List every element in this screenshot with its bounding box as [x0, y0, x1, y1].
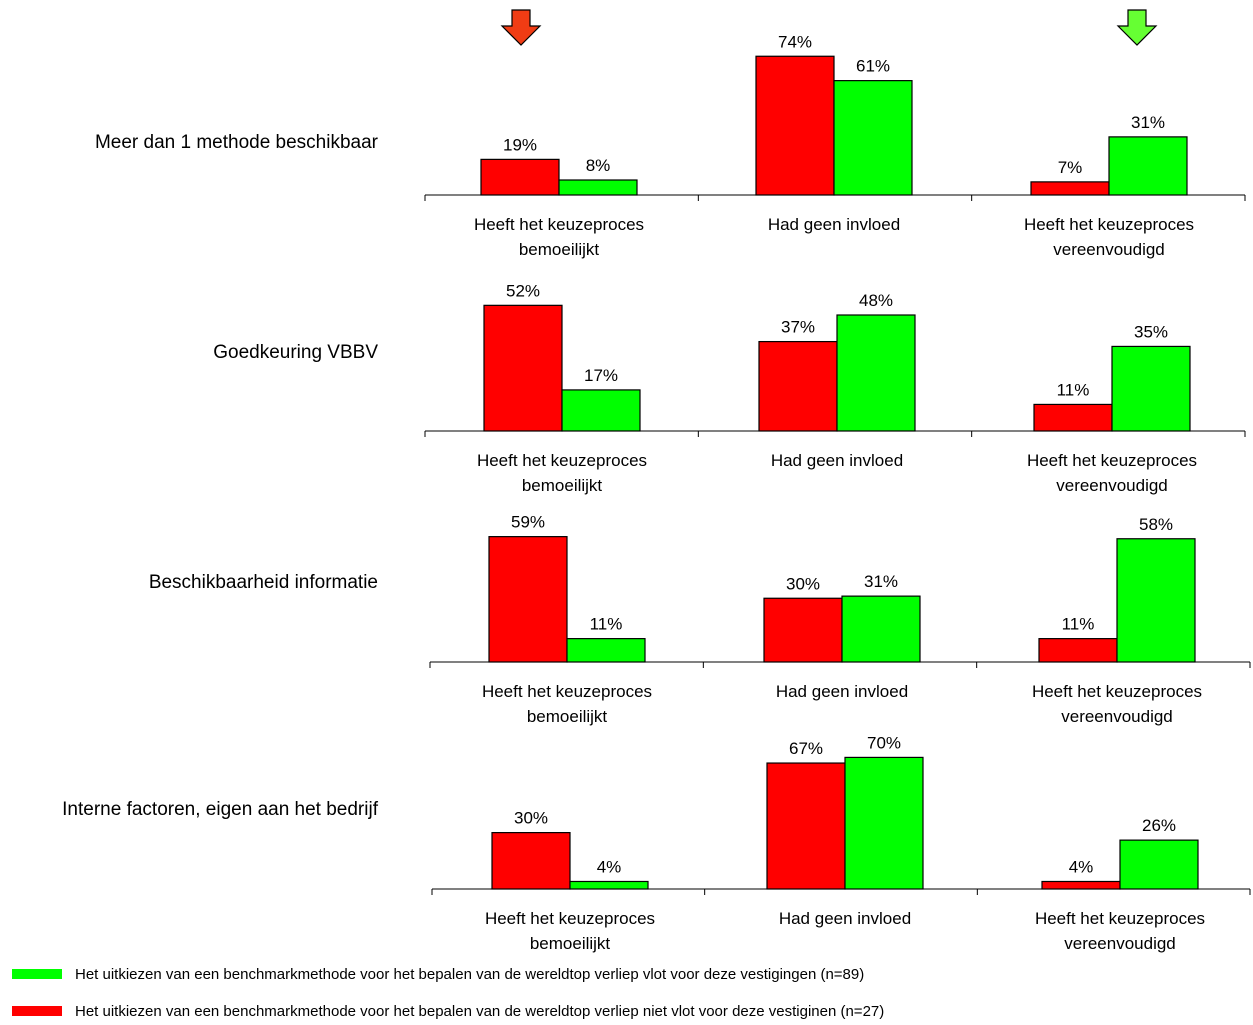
data-label-2-1-green: 17%	[584, 366, 618, 385]
data-label-2-3-red: 11%	[1057, 380, 1090, 399]
data-label-4-3-red: 4%	[1069, 857, 1094, 876]
data-label-3-2-red: 30%	[786, 574, 820, 593]
row-label-4: Interne factoren, eigen aan het bedrijf	[62, 799, 378, 820]
category-label-3-1-line2: bemoeilijkt	[527, 707, 608, 726]
bar-3-1-green	[566, 638, 646, 663]
data-label-4-1-green: 4%	[597, 857, 622, 876]
row-label-3: Beschikbaarheid informatie	[148, 572, 378, 593]
category-label-2-1-line2: bemoeilijkt	[522, 476, 603, 495]
category-label-1-3-line2: vereenvoudigd	[1053, 240, 1165, 259]
bar-3-3-green	[1116, 538, 1196, 663]
data-label-1-1-red: 19%	[503, 135, 537, 154]
bar-1-3-red	[1030, 181, 1110, 196]
legend-text-green: Het uitkiezen van een benchmarkmethode v…	[75, 965, 865, 983]
bar-1-3-green	[1108, 136, 1188, 196]
legend-swatch-green	[12, 969, 62, 979]
bar-4-2-green	[844, 756, 924, 890]
bar-3-2-green	[841, 595, 921, 663]
data-label-1-1-green: 8%	[586, 156, 611, 175]
data-label-4-1-red: 30%	[514, 809, 548, 828]
data-label-1-2-green: 61%	[856, 57, 890, 76]
data-label-2-1-red: 52%	[506, 281, 540, 300]
legend-item-green: Het uitkiezen van een benchmarkmethode v…	[12, 963, 864, 985]
data-label-1-3-green: 31%	[1131, 113, 1165, 132]
data-label-2-3-green: 35%	[1134, 322, 1168, 341]
category-label-2-1-line1: Heeft het keuzeproces	[477, 451, 647, 470]
bar-4-1-red	[491, 831, 571, 890]
legend-swatch-red	[12, 1006, 62, 1016]
data-label-4-3-green: 26%	[1142, 816, 1176, 835]
legend-item-red: Het uitkiezen van een benchmarkmethode v…	[12, 1000, 884, 1022]
bar-3-1-red	[488, 536, 568, 663]
data-label-3-1-green: 11%	[590, 615, 623, 634]
category-label-4-3-line1: Heeft het keuzeproces	[1035, 909, 1205, 928]
data-label-3-3-red: 11%	[1062, 615, 1095, 634]
data-label-2-2-green: 48%	[859, 291, 893, 310]
bar-3-2-red	[763, 597, 843, 663]
legend-text-red: Het uitkiezen van een benchmarkmethode v…	[75, 1002, 885, 1020]
bar-3-3-red	[1038, 638, 1118, 663]
data-label-1-2-red: 74%	[778, 32, 812, 51]
category-label-3-1-line1: Heeft het keuzeproces	[482, 682, 652, 701]
data-label-1-3-red: 7%	[1058, 158, 1083, 177]
category-label-3-3-line2: vereenvoudigd	[1061, 707, 1173, 726]
data-label-2-2-red: 37%	[781, 318, 815, 337]
bar-4-3-red	[1041, 880, 1121, 890]
category-label-2-3-line2: vereenvoudigd	[1056, 476, 1168, 495]
category-label-4-2-line1: Had geen invloed	[779, 909, 911, 928]
category-label-1-1-line2: bemoeilijkt	[519, 240, 600, 259]
bar-1-2-green	[833, 80, 913, 196]
bar-1-1-red	[480, 158, 560, 196]
row-label-2: Goedkeuring VBBV	[213, 342, 378, 363]
bar-2-3-green	[1111, 345, 1191, 432]
data-label-3-2-green: 31%	[864, 572, 898, 591]
bar-2-2-green	[836, 314, 916, 432]
category-label-3-3-line1: Heeft het keuzeproces	[1032, 682, 1202, 701]
data-label-4-2-green: 70%	[867, 733, 901, 752]
category-label-2-3-line1: Heeft het keuzeproces	[1027, 451, 1197, 470]
bar-2-2-red	[758, 340, 838, 432]
bar-4-3-green	[1119, 839, 1199, 890]
bar-1-1-green	[558, 179, 638, 196]
bar-4-1-green	[569, 880, 649, 890]
category-label-3-2-line1: Had geen invloed	[776, 682, 908, 701]
category-label-4-3-line2: vereenvoudigd	[1064, 934, 1176, 953]
bar-1-2-red	[755, 55, 835, 196]
data-label-4-2-red: 67%	[789, 739, 823, 758]
category-label-4-1-line2: bemoeilijkt	[530, 934, 611, 953]
down-arrow-green-icon	[1116, 9, 1158, 46]
category-label-1-3-line1: Heeft het keuzeproces	[1024, 215, 1194, 234]
data-label-3-1-red: 59%	[511, 513, 545, 532]
category-label-2-2-line1: Had geen invloed	[771, 451, 903, 470]
bar-2-3-red	[1033, 403, 1113, 432]
category-label-4-1-line1: Heeft het keuzeproces	[485, 909, 655, 928]
row-label-1: Meer dan 1 methode beschikbaar	[94, 132, 378, 153]
down-arrow-red-icon	[500, 9, 542, 46]
data-label-3-3-green: 58%	[1139, 515, 1173, 534]
category-label-1-1-line1: Heeft het keuzeproces	[474, 215, 644, 234]
category-label-1-2-line1: Had geen invloed	[768, 215, 900, 234]
bar-4-2-red	[766, 762, 846, 890]
bar-2-1-red	[483, 304, 563, 432]
bar-2-1-green	[561, 389, 641, 432]
